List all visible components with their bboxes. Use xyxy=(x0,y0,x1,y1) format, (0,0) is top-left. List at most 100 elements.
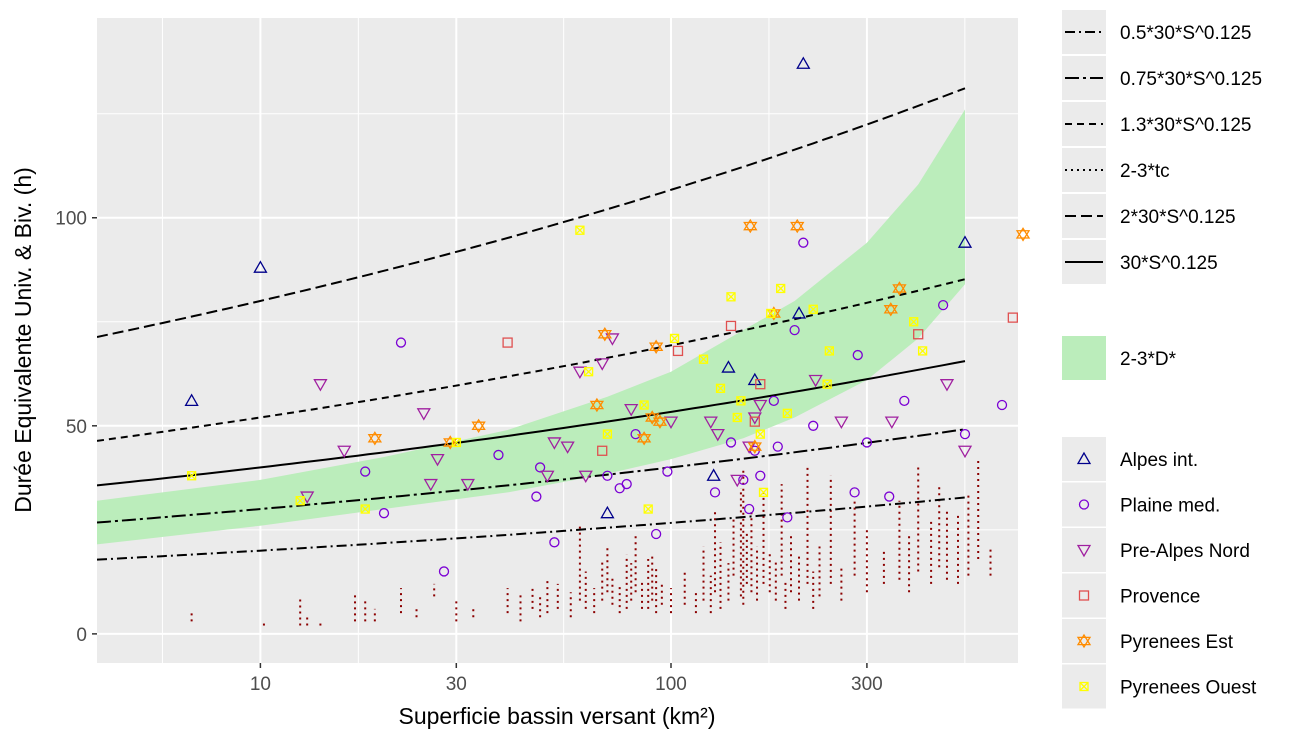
curve-0-75-30-s-0-125 xyxy=(97,428,966,524)
data-point xyxy=(360,466,371,477)
data-point xyxy=(808,374,823,388)
data-point xyxy=(650,528,662,540)
data-point xyxy=(743,218,758,234)
data-point xyxy=(732,412,742,423)
data-point xyxy=(822,379,832,389)
data-point xyxy=(663,416,679,429)
y-tick-label: 0 xyxy=(76,625,87,646)
data-point xyxy=(1015,227,1031,242)
data-point xyxy=(749,416,760,427)
data-point xyxy=(937,299,949,311)
data-point xyxy=(790,218,805,234)
data-point xyxy=(1007,312,1018,323)
data-point xyxy=(186,471,197,481)
data-point xyxy=(648,339,664,354)
data-point xyxy=(753,399,768,413)
data-point xyxy=(572,366,588,380)
legend-label: Pyrenees Est xyxy=(1120,632,1234,653)
data-point xyxy=(360,504,370,514)
data-point xyxy=(861,437,873,448)
x-tick-label: 30 xyxy=(446,674,467,695)
data-point xyxy=(621,478,632,490)
data-point xyxy=(706,468,721,481)
ribbon-layer xyxy=(97,109,965,545)
data-point xyxy=(184,393,199,406)
legend-key-ribbon xyxy=(1062,336,1106,380)
data-point xyxy=(575,225,585,235)
data-point xyxy=(791,306,807,319)
data-point xyxy=(768,395,779,406)
data-point xyxy=(672,345,684,357)
ribbon-2-3-D xyxy=(97,109,965,545)
data-point xyxy=(443,435,458,450)
legend-key-bg xyxy=(1062,528,1106,572)
legend-key-bg xyxy=(1062,482,1106,527)
legend-label: Plaine med. xyxy=(1120,496,1220,517)
data-point xyxy=(602,429,613,439)
data-point xyxy=(883,302,898,317)
legend-key-marker xyxy=(1076,544,1092,558)
data-point xyxy=(766,308,776,319)
data-point xyxy=(597,445,608,456)
legend-label: 2*30*S^0.125 xyxy=(1120,207,1236,228)
scatter-points-layer xyxy=(184,56,1031,577)
y-tick-label: 50 xyxy=(66,417,87,438)
data-point xyxy=(796,56,811,69)
data-point xyxy=(776,283,786,294)
x-tick-label: 10 xyxy=(250,674,271,695)
legend-label: Pyrenees Ouest xyxy=(1120,678,1257,699)
data-point xyxy=(597,327,613,342)
data-point xyxy=(662,466,673,477)
data-point xyxy=(772,441,783,452)
legend-label: 0.5*30*S^0.125 xyxy=(1120,23,1251,44)
data-point xyxy=(531,491,542,502)
data-point xyxy=(726,292,736,302)
data-point xyxy=(957,235,973,248)
data-point xyxy=(884,416,899,429)
data-point xyxy=(636,431,652,446)
data-point xyxy=(639,400,649,410)
curve-2-30-s-0-125 xyxy=(97,87,966,338)
data-point xyxy=(652,414,668,429)
data-point xyxy=(824,346,834,356)
reference-curves-layer xyxy=(97,87,966,561)
legend-label: 2-3*tc xyxy=(1120,161,1170,182)
data-point xyxy=(378,508,390,519)
data-point xyxy=(395,337,407,348)
data-point xyxy=(798,237,809,248)
data-point xyxy=(698,354,709,364)
legend-key-marker xyxy=(1076,633,1092,649)
data-point xyxy=(755,470,766,481)
x-tick-label: 300 xyxy=(851,674,883,695)
legend-key-bg xyxy=(1062,573,1106,618)
data-point xyxy=(917,346,928,356)
data-point xyxy=(730,474,745,488)
data-point xyxy=(755,429,765,439)
data-point xyxy=(744,503,755,515)
data-point xyxy=(602,470,613,481)
data-point xyxy=(600,505,615,519)
legend-label: Pre-Alpes Nord xyxy=(1120,541,1250,562)
data-point xyxy=(534,462,546,473)
data-point xyxy=(583,367,594,377)
curve-30-s-0-125 xyxy=(97,360,966,487)
y-axis-title: Durée Equivalente Univ. & Biv. (h) xyxy=(10,167,36,513)
data-point xyxy=(547,437,562,450)
series-plaine-med- xyxy=(360,237,1008,577)
data-point xyxy=(736,396,746,406)
y-tick-label: 100 xyxy=(55,209,87,230)
data-point xyxy=(758,487,769,498)
data-point xyxy=(460,478,475,492)
series-provence xyxy=(502,312,1018,456)
tc-points-layer xyxy=(190,459,992,626)
data-point xyxy=(560,441,575,454)
data-point xyxy=(624,404,639,417)
data-point xyxy=(725,320,737,332)
data-point xyxy=(710,428,725,442)
data-point xyxy=(808,420,819,431)
data-point xyxy=(438,566,450,577)
legend-label: Alpes int. xyxy=(1120,450,1198,471)
legend-key-bg xyxy=(1062,619,1106,663)
legend-key-marker xyxy=(1076,451,1092,465)
